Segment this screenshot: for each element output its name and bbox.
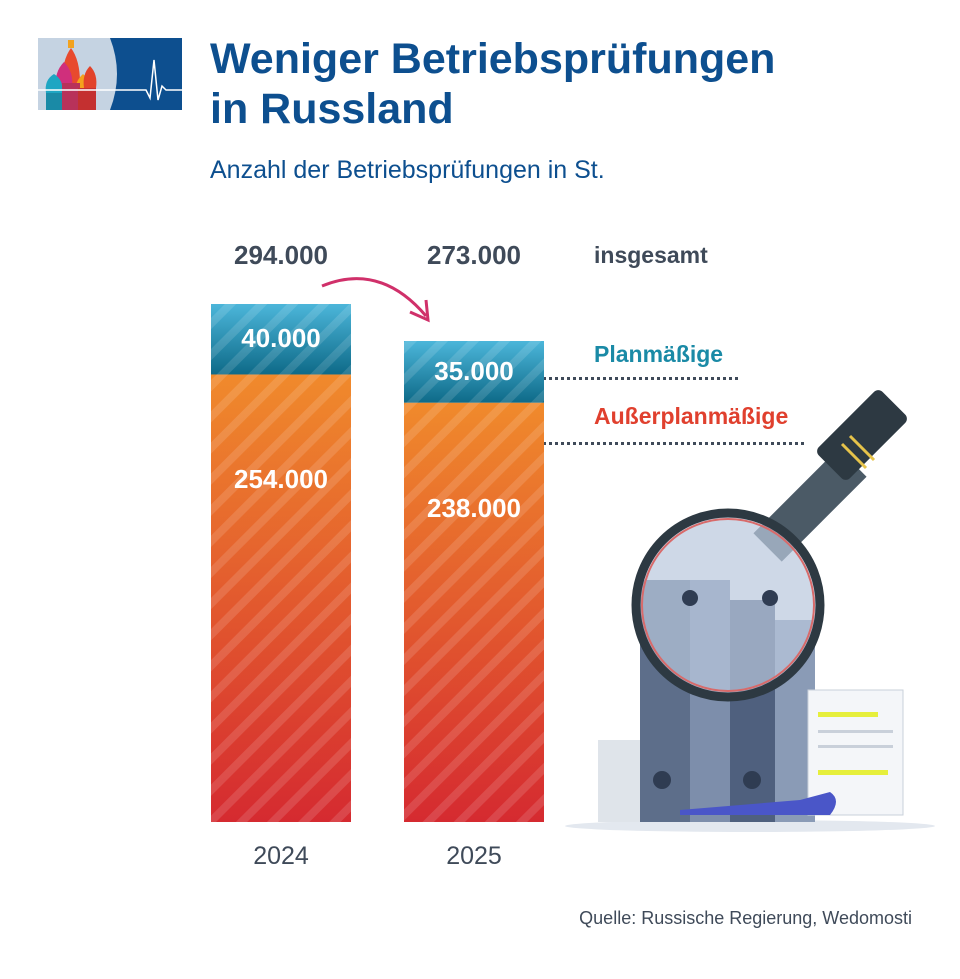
title-line-1: Weniger Betriebsprüfungen — [210, 35, 776, 83]
legend-total: insgesamt — [594, 242, 708, 268]
legend-planned: Planmäßige — [594, 341, 724, 367]
chart-title: Weniger Betriebsprüfungen in Russland — [210, 34, 775, 134]
bar-stripes — [211, 374, 351, 822]
planned-leader-line — [532, 377, 738, 380]
data-label-planned-2024: 40.000 — [241, 323, 321, 354]
chart-subtitle: Anzahl der Betriebsprüfungen in St. — [210, 156, 605, 184]
x-tick-2024: 2024 — [253, 842, 309, 870]
x-tick-2025: 2025 — [446, 842, 502, 870]
bar-stripes — [211, 304, 351, 375]
logo — [38, 38, 182, 110]
bar-stripes — [404, 402, 544, 822]
source-note: Quelle: Russische Regierung, Wedomosti — [579, 908, 912, 928]
data-label-planned-2025: 35.000 — [434, 355, 514, 386]
bar-stripes — [404, 341, 544, 403]
total-label-2024: 294.000 — [234, 240, 328, 270]
folders-magnifier-illustration — [565, 390, 935, 832]
total-label-2025: 273.000 — [427, 240, 521, 270]
data-label-unplanned-2025: 238.000 — [427, 492, 521, 523]
title-line-2: in Russland — [210, 85, 454, 133]
unplanned-leader-line — [532, 442, 804, 445]
legend-unplanned: Außerplanmäßige — [594, 403, 789, 429]
data-label-unplanned-2024: 254.000 — [234, 464, 328, 495]
decrease-arrow-icon — [321, 277, 428, 317]
